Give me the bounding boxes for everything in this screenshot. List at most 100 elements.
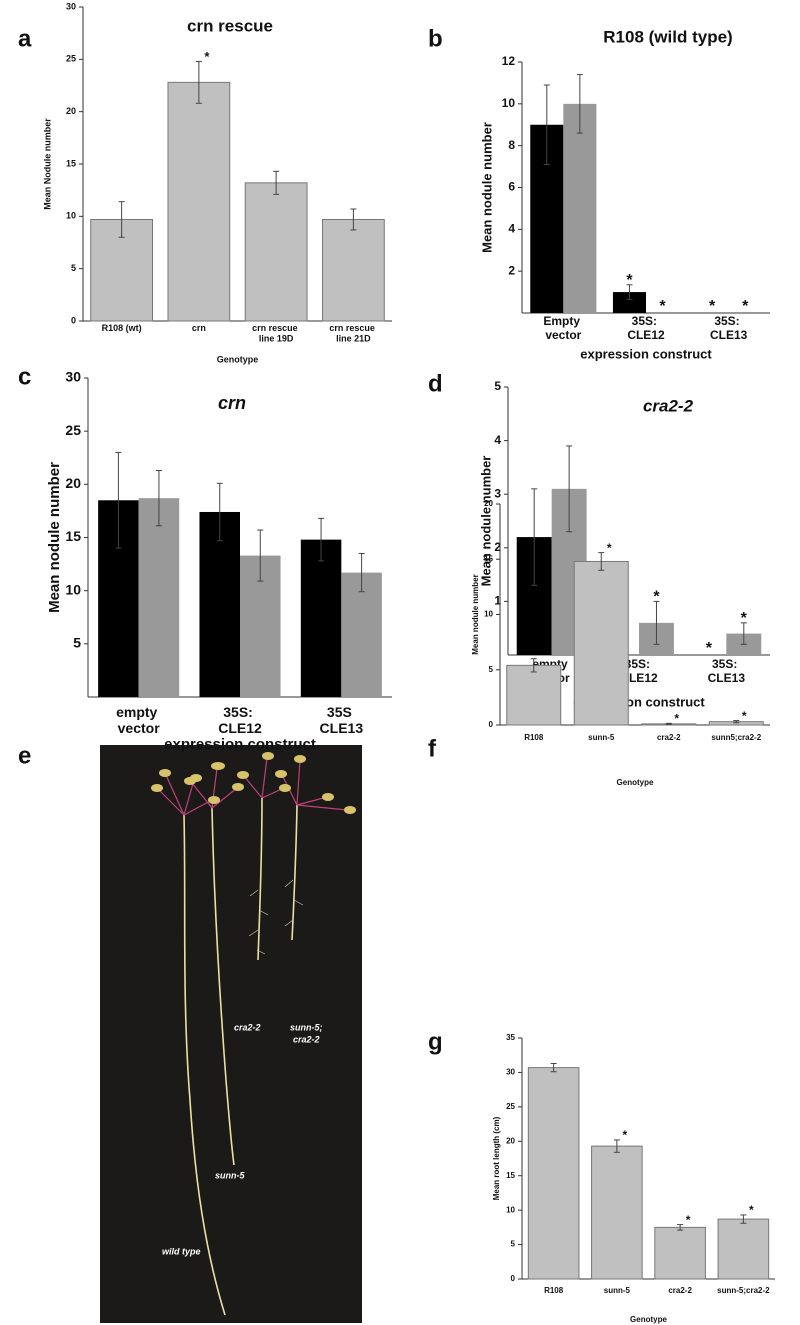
bar [506,664,562,726]
panel-letter: d [428,370,443,397]
bar [717,1218,770,1280]
y-tick-label: 15 [484,554,493,563]
x-axis-label: Genotype [630,1315,667,1324]
x-tick-label: 35S CLE13 [320,704,364,736]
y-tick-label: 10 [66,211,76,221]
panel-letter: f [428,735,437,762]
significance: * [686,1213,691,1227]
y-tick-label: 15 [65,528,81,544]
y-axis-label: Mean nodule number [478,456,493,587]
y-tick-label: 10 [65,581,81,597]
y-tick-label: 15 [66,158,76,168]
significance: * [626,272,633,289]
x-tick-label: 35S: CLE12 [620,657,658,685]
significance: * [674,712,679,726]
y-tick-label: 0 [489,720,494,729]
significance: * [749,1203,754,1217]
x-tick-label: Empty vector [543,314,583,342]
chart: b R108 (wild type) Mean nodule number expre… [428,25,770,361]
y-tick-label: 30 [66,1,76,11]
photo-label: wild type [162,1246,201,1256]
y-tick-label: 6 [508,180,515,194]
y-tick-label: 20 [66,106,76,116]
bar [563,103,597,313]
chart: a crn rescue Mean Nodule number Genotype 0 5 1… [18,1,392,364]
photo-label: sunn-5 [215,1170,245,1180]
panel-letter: e [18,742,31,769]
bar [654,1226,706,1280]
y-tick-label: 1 [494,594,501,608]
y-tick-label: 20 [65,475,81,491]
chart-title: crn rescue [187,16,273,35]
y-tick-label: 25 [506,1102,515,1111]
significance: * [709,298,716,315]
y-axis-label: Mean root length (cm) [492,1116,501,1200]
photo-label: sunn-5; [290,1022,323,1032]
x-tick-label: R108 (wt) [102,323,142,333]
x-tick-label: sunn5;cra2-2 [711,733,761,742]
y-tick-label: 0 [71,315,76,325]
x-axis-label: Genotype [217,354,259,364]
x-tick-label: sunn-5 [588,733,615,742]
significance: * [607,541,612,555]
x-tick-label: cra2-2 [657,733,681,742]
x-axis-label: expression construct [580,346,712,361]
y-tick-label: 8 [508,138,515,152]
x-tick-label: 35S: CLE12 [218,704,262,736]
x-tick-label: R108 [544,1286,564,1295]
bar [591,1145,643,1280]
bar [244,182,308,322]
chart-title: crn [218,393,246,413]
significance: * [659,298,666,315]
y-tick-label: 5 [511,1240,516,1249]
bar [321,218,385,322]
lateral-roots [248,879,304,955]
x-tick-label: crn rescue line 21D [329,323,377,343]
y-axis-label: Mean Nodule number [42,118,52,210]
panel-letter: b [428,25,443,52]
roots [183,797,298,1316]
y-axis-label: Mean nodule number [479,122,494,253]
x-tick-label: cra2-2 [668,1286,692,1295]
y-tick-label: 10 [506,1205,515,1214]
significance: * [742,298,749,315]
y-tick-label: 3 [494,486,501,500]
chart: c crn Mean nodule number expression constru… [18,363,392,753]
photo-background [100,745,362,1323]
y-tick-label: 30 [65,369,81,385]
y-tick-label: 15 [506,1171,515,1180]
y-tick-label: 5 [73,635,81,651]
y-tick-label: 10 [502,96,516,110]
y-tick-label: 4 [494,433,501,447]
x-axis-label: expression construct [164,736,316,753]
x-tick-label: R108 [524,733,544,742]
y-tick-label: 25 [65,422,81,438]
panel-letter: c [18,363,31,390]
significance: * [623,1128,628,1142]
bar [612,292,646,313]
significance: * [653,589,660,606]
y-tick-label: 0 [511,1274,516,1283]
bar [138,498,180,697]
x-tick-label: crn [192,323,206,333]
y-tick-label: 12 [502,54,516,68]
photo-labels: cra2-2 sunn-5; cra2-2 sunn-5 wild type [162,1022,323,1256]
significance: * [204,49,210,64]
significance: * [741,610,748,627]
y-tick-label: 25 [66,54,76,64]
y-tick-label: 5 [489,665,494,674]
panel-letter: g [428,1028,443,1055]
photo: cra2-2 sunn-5; cra2-2 sunn-5 wild type e [18,742,362,1323]
y-tick-label: 20 [506,1136,515,1145]
y-tick-label: 2 [494,540,501,554]
x-tick-label: empty vector [116,704,161,736]
x-tick-label: sunn-5;cra2-2 [717,1286,770,1295]
bar [527,1067,580,1280]
chart: f Mean nodule number Genotype 0 5 10 15 20 R108 s… [428,499,770,787]
panel-letter: a [18,25,32,52]
chart: g Mean root length (cm) Genotype 0 5 10 15 20 25… [428,1028,775,1324]
x-tick-label: 35S: CLE13 [710,314,748,342]
x-tick-label: crn rescue line 19D [252,323,300,343]
y-tick-label: 5 [71,263,76,273]
